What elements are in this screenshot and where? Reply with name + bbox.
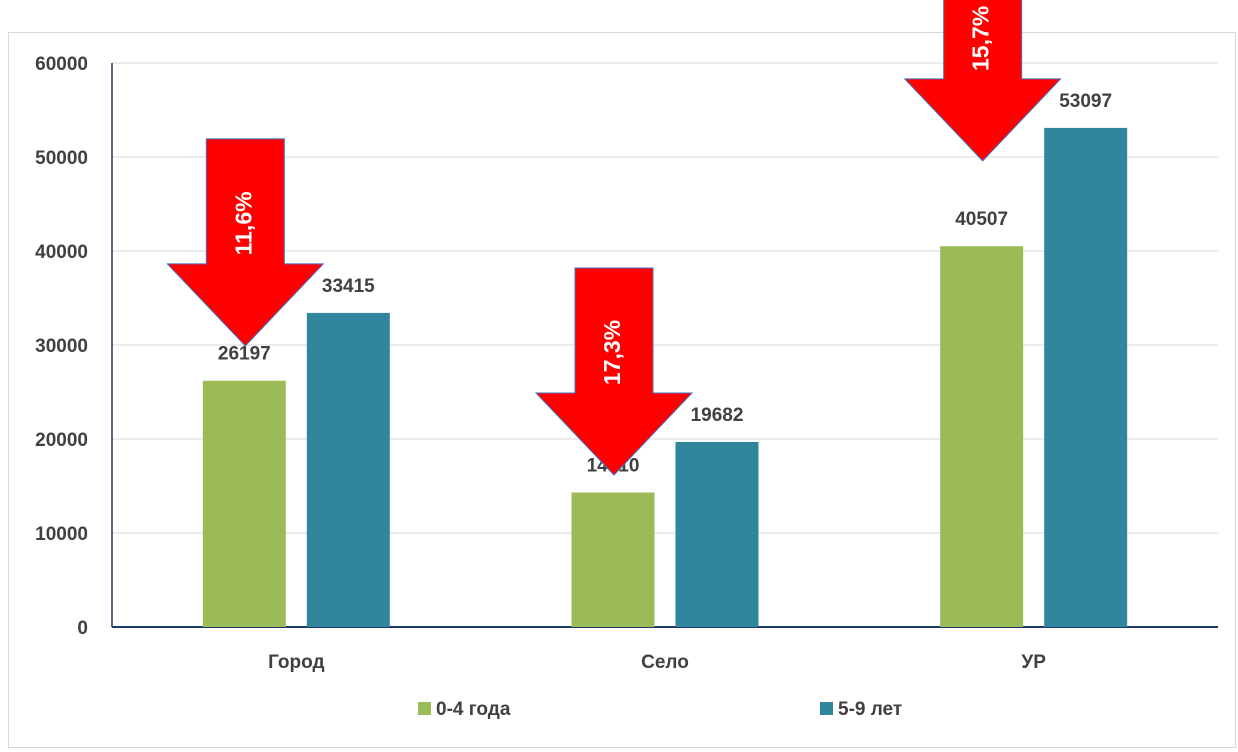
down-arrow-icon (903, 0, 1062, 162)
arrow-percent-label: 11,6% (230, 191, 256, 255)
legend-swatch (820, 702, 833, 715)
data-label: 19682 (691, 405, 744, 426)
data-label: 53097 (1059, 91, 1112, 112)
bar-series-2 (675, 441, 759, 627)
chart-frame (8, 32, 1236, 748)
arrow-percent-label: 15,7% (968, 6, 994, 71)
data-label: 26197 (218, 344, 271, 365)
y-tick-label: 30000 (35, 336, 88, 357)
data-label: 40507 (955, 209, 1008, 230)
bar-series-1 (571, 492, 655, 627)
down-arrow-icon (534, 267, 694, 476)
arrow-percent-label: 17,3% (599, 320, 625, 385)
bar-series-1 (202, 380, 286, 627)
bar-series-1 (940, 246, 1024, 628)
legend-swatch (418, 702, 431, 715)
bar-series-2 (306, 312, 390, 627)
x-tick-label: Село (641, 652, 689, 673)
legend-label: 0-4 года (436, 699, 511, 720)
y-tick-label: 50000 (35, 148, 88, 169)
bar-series-2 (1044, 127, 1128, 628)
data-label: 33415 (322, 276, 375, 297)
y-tick-label: 0 (77, 618, 88, 639)
y-tick-label: 40000 (35, 242, 88, 263)
down-arrow-icon (166, 138, 325, 347)
x-tick-label: Город (268, 652, 324, 673)
legend-label: 5-9 лет (838, 699, 902, 720)
y-tick-label: 10000 (35, 524, 88, 545)
y-tick-label: 20000 (35, 430, 88, 451)
y-tick-label: 60000 (35, 54, 88, 75)
x-tick-label: УР (1021, 652, 1046, 673)
